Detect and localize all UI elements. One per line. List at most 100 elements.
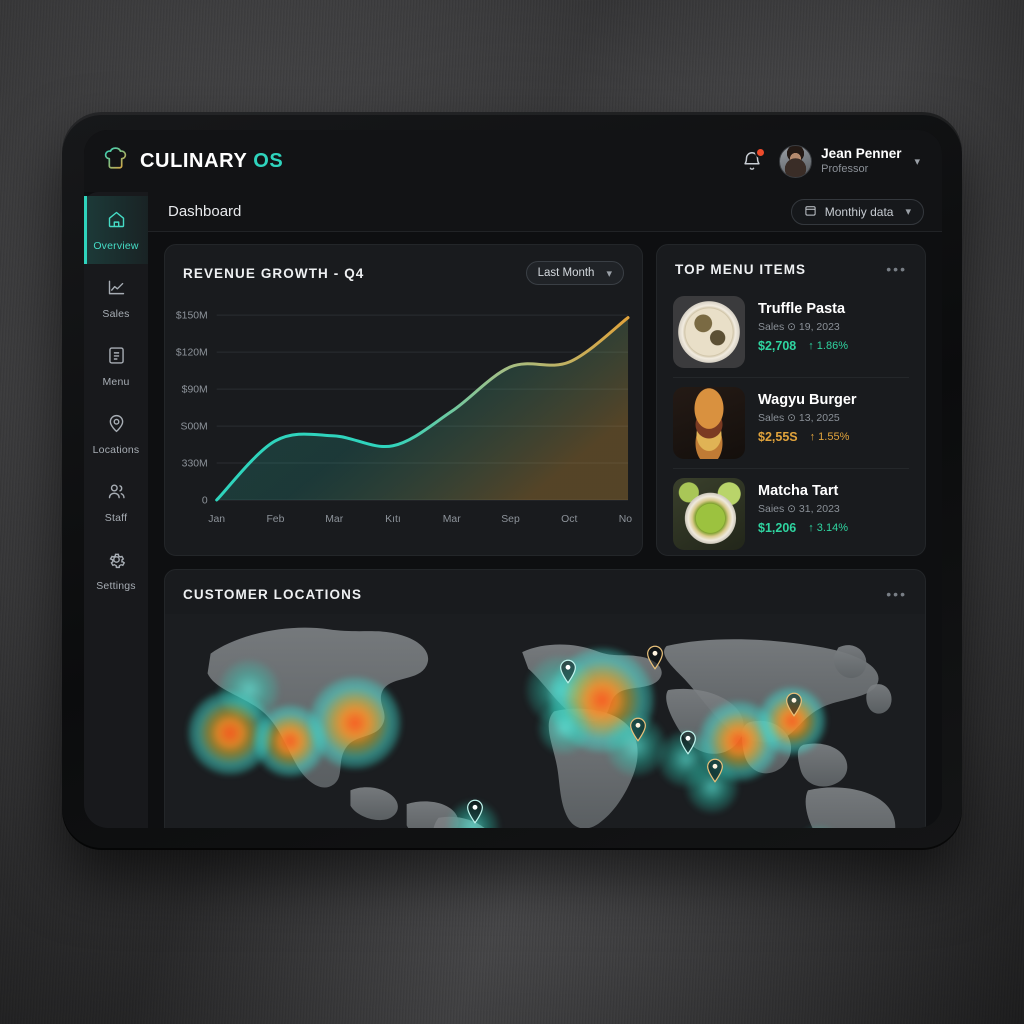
ellipsis-icon[interactable]: ••• (886, 586, 907, 602)
sidebar-item-label: Staff (104, 511, 128, 524)
map-pin-marker[interactable] (646, 645, 665, 675)
menu-item-name: Wagyu Burger (758, 392, 857, 408)
menu-item-row[interactable]: Wagyu Burger Sales ⊙ 13, 2025 $2,55S ↑ 1.55… (673, 378, 909, 469)
dashboard-top-row: REVENUE GROWTH - Q4 Last Month ▾ $150M $1… (164, 244, 926, 556)
home-icon (106, 209, 127, 235)
revenue-growth-card: REVENUE GROWTH - Q4 Last Month ▾ $150M $1… (164, 244, 643, 556)
menu-item-price: $2,55S (758, 430, 798, 445)
avatar (779, 144, 813, 178)
bell-icon[interactable] (741, 147, 767, 172)
menu-item-delta: ↑ 1.86% (808, 340, 848, 353)
brand-logo[interactable]: CULINARY OS (102, 145, 283, 177)
menu-item-stats: $1,206 ↑ 3.14% (758, 521, 909, 535)
menu-item-price: $2,708 (758, 339, 797, 354)
map-pin-marker[interactable] (706, 758, 725, 788)
tablet-device-frame: CULINARY OS Jean Penner Professor ▾ (62, 112, 962, 850)
header-actions: Jean Penner Professor ▾ (741, 144, 920, 178)
sidebar-item-label: Sales (102, 307, 130, 320)
menu-item-info: Matcha Tart Saies ⊙ 31, 2023 $1,206 ↑ 3.14% (758, 478, 909, 550)
top-menu-list: Truffle Pasta Sales ⊙ 19, 2023 $2,708 ↑ 1.8… (657, 287, 925, 555)
heatmap-blob (538, 702, 590, 755)
sidebar-item-locations[interactable]: Locations (84, 400, 148, 468)
sidebar-item-label: Menu (102, 375, 130, 388)
menu-item-meta: Sales ⊙ 13, 2025 (758, 412, 840, 425)
svg-text:0: 0 (202, 495, 208, 506)
svg-text:Oct: Oct (561, 514, 577, 525)
map-pin-marker[interactable] (558, 659, 577, 689)
svg-text:Nov: Nov (619, 514, 632, 525)
heatmap-blob (309, 677, 401, 770)
brand-name: CULINARY OS (140, 149, 284, 172)
menu-item-info: Wagyu Burger Sales ⊙ 13, 2025 $2,55S ↑ 1.55… (758, 387, 909, 459)
menu-item-row[interactable]: Truffle Pasta Sales ⊙ 19, 2023 $2,708 ↑ 1.8… (673, 287, 909, 378)
range-select[interactable]: Last Month ▾ (525, 261, 624, 285)
svg-text:Jan: Jan (208, 514, 225, 525)
map-pin-marker[interactable] (466, 799, 485, 828)
svg-text:$90M: $90M (182, 385, 208, 396)
breadcrumb-bar: Dashboard Monthiy data ▾ (148, 192, 942, 232)
locations-card-header: CUSTOMER LOCATIONS ••• (165, 570, 925, 612)
sidebar-item-staff[interactable]: Staff (84, 468, 148, 536)
date-filter-label: Monthiy data (824, 204, 894, 219)
sidebar-item-menu[interactable]: Menu (84, 332, 148, 400)
chevron-down-icon: ▾ (914, 155, 920, 168)
menu-item-meta: Saies ⊙ 31, 2023 (758, 503, 840, 516)
customer-locations-card: CUSTOMER LOCATIONS ••• (164, 569, 926, 828)
menu-item-info: Truffle Pasta Sales ⊙ 19, 2023 $2,708 ↑ 1.8… (758, 296, 909, 368)
map-pin-marker[interactable] (785, 692, 804, 722)
chef-hat-icon (102, 145, 129, 177)
app-body: Overview Sales Men (84, 192, 942, 828)
svg-text:Sep: Sep (501, 514, 520, 525)
ellipsis-icon[interactable]: ••• (886, 261, 907, 277)
svg-text:Feb: Feb (266, 514, 284, 525)
world-heatmap[interactable] (165, 614, 925, 828)
main-content: Dashboard Monthiy data ▾ (148, 192, 942, 828)
sidebar-item-settings[interactable]: Settings (84, 536, 148, 604)
heatmap-blob (794, 826, 843, 828)
wagyu-burger-photo (673, 387, 745, 459)
app-header: CULINARY OS Jean Penner Professor ▾ (84, 130, 942, 192)
svg-text:$120M: $120M (176, 348, 208, 359)
map-pin-marker[interactable] (678, 730, 697, 760)
user-profile-menu[interactable]: Jean Penner Professor ▾ (779, 144, 920, 178)
svg-text:330M: 330M (182, 459, 208, 470)
menu-item-name: Matcha Tart (758, 483, 839, 499)
top-menu-card-header: TOP MENU ITEMS ••• (657, 245, 925, 287)
sidebar-nav: Overview Sales Men (84, 192, 148, 828)
chevron-down-icon: ▾ (905, 206, 911, 218)
menu-book-icon (106, 345, 127, 371)
sidebar-item-sales[interactable]: Sales (84, 264, 148, 332)
page-title: Dashboard (168, 203, 242, 220)
user-role: Professor (821, 162, 869, 175)
top-menu-items-card: TOP MENU ITEMS ••• Truffle Pasta Sales ⊙ … (656, 244, 926, 556)
menu-item-price: $1,206 (758, 521, 797, 536)
sidebar-item-label: Overview (93, 239, 139, 252)
map-pin-marker[interactable] (628, 717, 647, 747)
calendar-icon (804, 204, 817, 220)
dashboard-content: REVENUE GROWTH - Q4 Last Month ▾ $150M $1… (148, 232, 942, 828)
menu-item-stats: $2,55S ↑ 1.55% (758, 430, 909, 444)
menu-item-delta: ↑ 1.55% (809, 431, 850, 444)
tablet-screen: CULINARY OS Jean Penner Professor ▾ (84, 130, 942, 828)
sidebar-item-overview[interactable]: Overview (84, 196, 148, 264)
menu-item-row[interactable]: Matcha Tart Saies ⊙ 31, 2023 $1,206 ↑ 3.14% (673, 469, 909, 555)
sidebar-item-label: Settings (96, 579, 136, 592)
people-icon (106, 481, 127, 507)
menu-item-stats: $2,708 ↑ 1.86% (758, 339, 909, 353)
svg-text:S00M: S00M (181, 422, 208, 433)
svg-text:Kıtı: Kıtı (385, 514, 401, 525)
revenue-card-title: REVENUE GROWTH - Q4 (183, 265, 365, 281)
revenue-chart[interactable]: $150M $120M $90M S00M 330M 0 Jan Feb Mar Kıtı Mar S… (165, 295, 642, 541)
menu-item-delta: ↑ 3.14% (808, 522, 848, 535)
user-name: Jean Penner (821, 145, 902, 161)
svg-text:$150M: $150M (176, 311, 208, 322)
chevron-down-icon: ▾ (606, 267, 612, 280)
menu-item-meta: Sales ⊙ 19, 2023 (758, 321, 840, 334)
sidebar-item-label: Locations (92, 443, 140, 456)
date-filter-button[interactable]: Monthiy data ▾ (790, 198, 924, 225)
svg-text:Mar: Mar (443, 514, 461, 525)
gear-icon (106, 549, 127, 575)
menu-item-name: Truffle Pasta (758, 301, 846, 317)
line-chart-icon (106, 277, 127, 303)
revenue-card-header: REVENUE GROWTH - Q4 Last Month ▾ (165, 245, 642, 295)
